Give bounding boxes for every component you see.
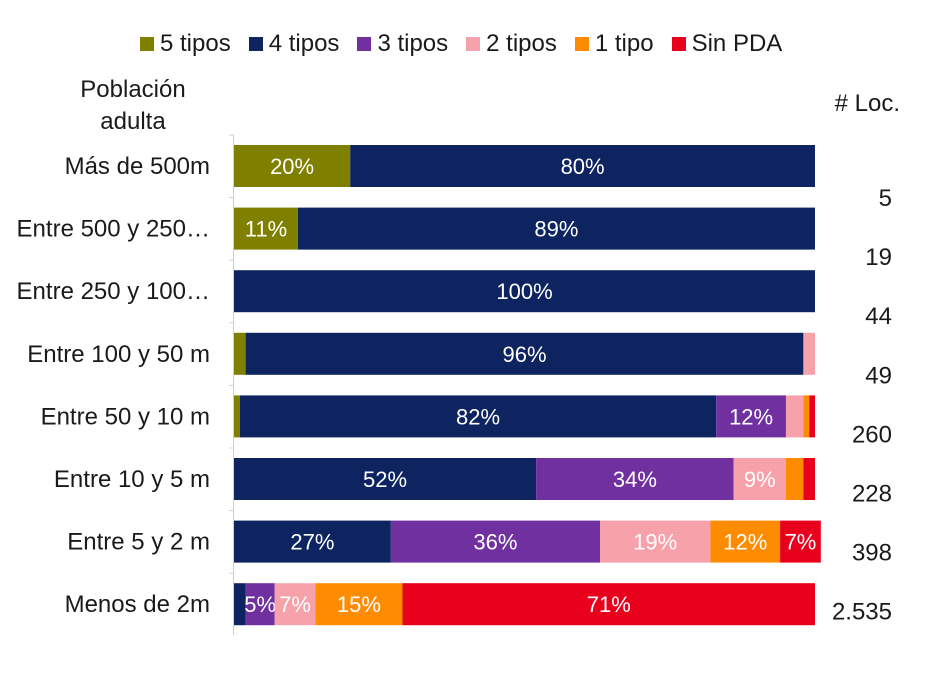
bar-segment-1-tipo xyxy=(710,520,781,563)
legend-label: 2 tipos xyxy=(486,30,557,57)
data-label: 9% xyxy=(744,467,776,492)
legend-swatch xyxy=(466,37,481,51)
data-label: 100% xyxy=(496,279,552,304)
bar-segment-sin-pda xyxy=(803,458,815,500)
bar-segment-5-tipos xyxy=(234,395,240,438)
data-label: 11% xyxy=(245,217,287,242)
legend-swatch xyxy=(248,37,263,51)
bar-segment-3-tipos xyxy=(390,520,601,563)
data-label: 12% xyxy=(729,404,773,429)
legend-item-2-tipos: 2 tipos xyxy=(466,30,557,58)
data-label: 71% xyxy=(587,592,631,617)
bar-segment-4-tipos xyxy=(245,332,804,375)
data-label: 15% xyxy=(337,592,381,617)
bar-segment-4-tipos xyxy=(239,395,717,438)
bar-segment-2-tipos xyxy=(785,395,804,438)
data-label: 27% xyxy=(290,530,334,555)
loc-count: 260 xyxy=(852,421,892,448)
legend-swatch xyxy=(671,37,686,51)
bar-segment-4-tipos xyxy=(297,207,815,250)
category-label: Entre 5 y 2 m xyxy=(67,529,210,556)
bar-segment-sin-pda xyxy=(809,395,815,438)
bar-segment-4-tipos xyxy=(234,520,391,563)
bar-segment-sin-pda xyxy=(780,520,821,563)
data-label: 52% xyxy=(363,467,407,492)
bar-segment-4-tipos xyxy=(234,270,815,313)
data-label: 96% xyxy=(502,342,546,367)
legend-item-sin-pda: Sin PDA xyxy=(671,30,783,58)
category-label: Menos de 2m xyxy=(65,591,210,618)
bar-segment-5-tipos xyxy=(234,207,298,250)
bar-segment-3-tipos xyxy=(716,395,786,438)
data-label: 80% xyxy=(561,154,605,179)
bar-segment-4-tipos xyxy=(234,458,537,500)
category-label: Entre 500 y 250… xyxy=(17,216,210,243)
legend-swatch xyxy=(574,37,589,51)
bar-segment-2-tipos xyxy=(274,583,316,626)
bar-segment-3-tipos xyxy=(536,458,734,500)
data-label: 19% xyxy=(633,530,677,555)
category-label: Más de 500m xyxy=(65,153,210,180)
legend-label: Sin PDA xyxy=(691,30,783,57)
bar-segment-5-tipos xyxy=(234,332,246,375)
data-label: 89% xyxy=(534,217,578,242)
legend-swatch xyxy=(140,37,154,51)
loc-count: 5 xyxy=(879,185,892,212)
loc-count: 19 xyxy=(865,244,892,271)
data-label: 7% xyxy=(785,530,817,555)
loc-column-title: # Loc. xyxy=(834,90,900,117)
legend-item-3-tipos: 3 tipos xyxy=(357,30,448,58)
bar-segment-2-tipos xyxy=(600,520,711,563)
loc-count: 228 xyxy=(852,481,892,508)
legend-label: 4 tipos xyxy=(268,30,340,57)
bar-segment-3-tipos xyxy=(245,583,275,626)
legend-item-4-tipos: 4 tipos xyxy=(248,30,340,58)
category-label: Entre 50 y 10 m xyxy=(41,403,210,430)
bar-segment-5-tipos xyxy=(234,145,351,187)
legend-item-1-tipo: 1 tipo xyxy=(574,30,654,58)
bar-segment-1-tipo xyxy=(785,458,804,500)
bar-segment-1-tipo xyxy=(315,583,403,626)
bar-segment-1-tipo xyxy=(803,395,810,438)
y-axis-title: Población adulta xyxy=(80,76,186,135)
category-label: Entre 10 y 5 m xyxy=(54,466,210,493)
data-label: 82% xyxy=(456,404,500,429)
legend-item-5-tipos: 5 tipos xyxy=(140,30,231,58)
bar-segment-4-tipos xyxy=(234,583,246,626)
bar-segment-4-tipos xyxy=(350,145,815,187)
data-label: 34% xyxy=(613,467,657,492)
bar-segment-sin-pda xyxy=(402,583,815,626)
data-label: 36% xyxy=(473,530,517,555)
loc-count: 44 xyxy=(865,303,892,330)
data-label: 7% xyxy=(279,592,311,617)
data-label: 5% xyxy=(244,592,276,617)
category-label: Entre 250 y 100… xyxy=(17,278,210,305)
legend-label: 5 tipos xyxy=(160,30,231,57)
category-label: Entre 100 y 50 m xyxy=(27,341,210,368)
legend-label: 1 tipo xyxy=(594,30,654,57)
loc-count: 398 xyxy=(852,540,892,567)
data-label: 12% xyxy=(723,530,767,555)
loc-count: 2.535 xyxy=(832,599,892,626)
loc-count: 49 xyxy=(865,362,892,389)
legend: 5 tipos 4 tipos 3 tipos 2 tipos 1 tipo S… xyxy=(140,26,860,62)
legend-label: 3 tipos xyxy=(377,30,449,57)
data-label: 20% xyxy=(270,154,314,179)
bar-segment-2-tipos xyxy=(803,332,815,375)
legend-swatch xyxy=(357,37,372,51)
bar-segment-2-tipos xyxy=(733,458,786,500)
